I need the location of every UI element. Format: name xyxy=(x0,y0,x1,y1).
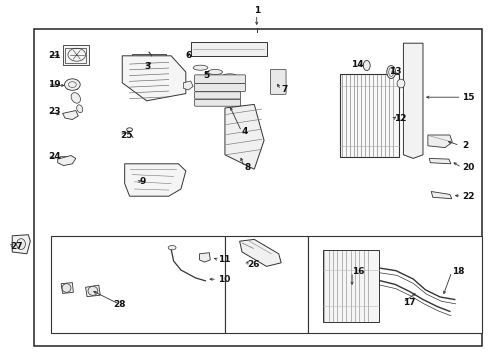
Text: 27: 27 xyxy=(10,242,22,251)
Text: 23: 23 xyxy=(48,107,61,116)
Text: 28: 28 xyxy=(113,300,126,309)
FancyBboxPatch shape xyxy=(194,75,245,84)
Bar xyxy=(65,48,85,63)
Text: 22: 22 xyxy=(461,192,474,201)
Text: 5: 5 xyxy=(203,71,209,80)
Bar xyxy=(15,237,27,251)
Text: 25: 25 xyxy=(120,130,132,139)
Ellipse shape xyxy=(222,74,237,79)
Ellipse shape xyxy=(193,65,207,70)
Bar xyxy=(409,76,419,86)
Bar xyxy=(409,99,419,108)
Polygon shape xyxy=(12,235,30,254)
Ellipse shape xyxy=(396,79,404,88)
Bar xyxy=(322,250,378,322)
FancyBboxPatch shape xyxy=(194,99,240,106)
Ellipse shape xyxy=(77,105,82,113)
Text: 19: 19 xyxy=(48,80,61,89)
Circle shape xyxy=(64,79,80,90)
Polygon shape xyxy=(58,156,76,166)
Bar xyxy=(34,29,481,346)
Polygon shape xyxy=(124,164,185,196)
Text: 2: 2 xyxy=(461,141,468,150)
Bar xyxy=(190,42,266,56)
Bar xyxy=(224,236,307,333)
Text: 1: 1 xyxy=(253,6,259,15)
Text: 12: 12 xyxy=(393,114,406,123)
Text: 24: 24 xyxy=(48,152,61,161)
FancyBboxPatch shape xyxy=(270,69,285,94)
Text: 11: 11 xyxy=(217,255,230,264)
Polygon shape xyxy=(430,192,451,199)
Bar xyxy=(307,236,481,333)
Text: 13: 13 xyxy=(388,68,401,77)
Ellipse shape xyxy=(71,93,81,103)
Polygon shape xyxy=(239,239,281,266)
Bar xyxy=(339,74,398,157)
Bar xyxy=(132,54,166,61)
Text: 4: 4 xyxy=(242,127,248,136)
Polygon shape xyxy=(403,43,422,158)
FancyBboxPatch shape xyxy=(194,84,245,91)
FancyBboxPatch shape xyxy=(194,92,240,99)
Text: 7: 7 xyxy=(281,85,287,94)
Polygon shape xyxy=(183,81,193,90)
Text: 6: 6 xyxy=(185,51,192,60)
Ellipse shape xyxy=(207,69,222,75)
Ellipse shape xyxy=(88,287,98,295)
Polygon shape xyxy=(85,285,100,297)
Polygon shape xyxy=(427,135,451,148)
Polygon shape xyxy=(224,104,264,169)
Text: 8: 8 xyxy=(244,163,250,172)
Text: 20: 20 xyxy=(461,163,473,172)
Polygon shape xyxy=(62,111,78,120)
Ellipse shape xyxy=(363,60,369,71)
Text: 16: 16 xyxy=(351,267,364,276)
Text: 3: 3 xyxy=(144,62,150,71)
Text: 10: 10 xyxy=(217,274,229,284)
Ellipse shape xyxy=(62,284,71,292)
Polygon shape xyxy=(199,253,210,262)
Text: 9: 9 xyxy=(139,177,145,186)
Bar xyxy=(60,156,72,163)
Ellipse shape xyxy=(17,239,25,249)
Ellipse shape xyxy=(126,128,132,131)
Text: 15: 15 xyxy=(461,93,474,102)
Bar xyxy=(67,80,77,89)
Ellipse shape xyxy=(386,66,395,78)
Text: 18: 18 xyxy=(451,267,464,276)
Polygon shape xyxy=(122,56,185,101)
Bar xyxy=(62,45,89,65)
Text: 21: 21 xyxy=(48,51,61,60)
Text: 17: 17 xyxy=(403,298,415,307)
Text: 26: 26 xyxy=(246,260,259,269)
Bar xyxy=(51,236,224,333)
Polygon shape xyxy=(428,158,450,164)
Text: 14: 14 xyxy=(350,60,363,69)
Ellipse shape xyxy=(168,246,176,250)
Polygon shape xyxy=(61,283,73,293)
